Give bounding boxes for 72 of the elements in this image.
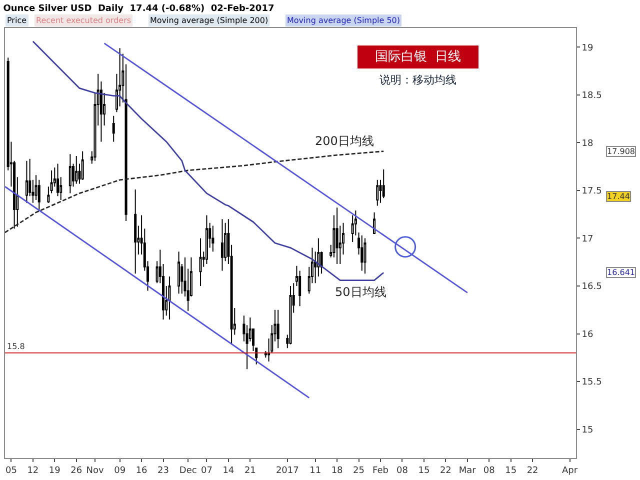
candlestick xyxy=(38,179,40,210)
text: Moving average (Simple 200) xyxy=(150,16,268,25)
y-tick-label: 16 xyxy=(582,330,594,340)
y-tick-label: 15 xyxy=(582,425,594,436)
candlestick xyxy=(212,225,214,252)
x-tick-label: 12 xyxy=(27,466,39,476)
x-tick-label: 08 xyxy=(396,466,408,476)
candlestick xyxy=(112,115,115,142)
x-tick-label: Dec xyxy=(179,466,197,476)
candlestick xyxy=(373,212,376,234)
x-tick-label: 14 xyxy=(222,466,234,476)
line-series xyxy=(5,150,384,234)
candlestick xyxy=(382,168,385,199)
text: Price xyxy=(7,16,27,25)
candlestick xyxy=(336,207,338,265)
candlestick xyxy=(376,179,379,206)
text: 17.44 xyxy=(607,192,630,201)
candlestick xyxy=(220,218,224,272)
candlestick xyxy=(289,286,292,345)
y-tick-label: 16.5 xyxy=(582,282,602,292)
x-tick-label: 07 xyxy=(200,466,212,476)
text: 16.641 xyxy=(607,268,635,277)
candlestick xyxy=(25,160,28,204)
x-tick-label: 15 xyxy=(505,466,517,476)
x-tick-label: 2017 xyxy=(276,466,299,476)
ref-line-label: 15.8 xyxy=(7,342,25,351)
x-tick-label: Apr xyxy=(562,466,578,476)
candlestick xyxy=(199,238,202,286)
candlestick xyxy=(178,251,180,294)
x-tick-label: 11 xyxy=(310,466,322,476)
candlestick xyxy=(68,154,72,194)
x-tick-label: 21 xyxy=(244,466,256,476)
candlestick xyxy=(75,156,78,184)
candlestick xyxy=(276,309,280,349)
x-tick-label: 15 xyxy=(418,466,430,476)
y-tick-label: 15.5 xyxy=(582,378,602,388)
x-tick-label: 16 xyxy=(136,466,148,476)
x-tick-label: Feb xyxy=(372,466,389,476)
x-tick-label: 23 xyxy=(158,466,169,476)
candlestick xyxy=(351,214,354,243)
candlestick xyxy=(364,238,366,274)
candlestick xyxy=(205,214,208,265)
x-tick-label: 25 xyxy=(353,466,364,476)
y-tick-label: 18.5 xyxy=(582,91,602,102)
chart-title: Ounce Silver USD Daily 17.44 (-0.68%) 02-Feb-2017 xyxy=(3,4,274,14)
annotation: 200日均线 xyxy=(315,134,374,148)
x-tick-label: 05 xyxy=(5,466,17,476)
x-tick-label: 09 xyxy=(114,466,126,476)
x-tick-label: 08 xyxy=(483,466,496,476)
candlestick xyxy=(360,234,364,272)
y-tick-label: 18 xyxy=(582,138,594,149)
x-tick-label: 18 xyxy=(331,466,344,476)
candlestick xyxy=(56,163,60,197)
text: 17.908 xyxy=(607,147,635,156)
x-tick-label: 22 xyxy=(440,466,452,476)
candlestick xyxy=(81,150,84,180)
annotation: 50日均线 xyxy=(335,285,386,299)
y-tick-label: 17.5 xyxy=(582,186,602,197)
text: Moving average (Simple 50) xyxy=(287,16,400,25)
candlestick xyxy=(168,276,171,320)
annotation: 说明：移动均线 xyxy=(380,74,456,86)
candlestick xyxy=(298,270,302,307)
x-tick-label: 26 xyxy=(70,466,82,476)
x-tick-label: 22 xyxy=(526,466,538,476)
y-tick-label: 17 xyxy=(582,234,594,244)
x-tick-label: Mar xyxy=(458,466,476,476)
y-tick-label: 19 xyxy=(582,43,594,54)
x-tick-label: Nov xyxy=(86,466,104,476)
x-tick-label: 19 xyxy=(48,466,61,476)
text: Recent executed orders xyxy=(36,16,132,25)
annotation: 国际白银 日线 xyxy=(374,50,462,64)
candlestick xyxy=(134,188,137,274)
